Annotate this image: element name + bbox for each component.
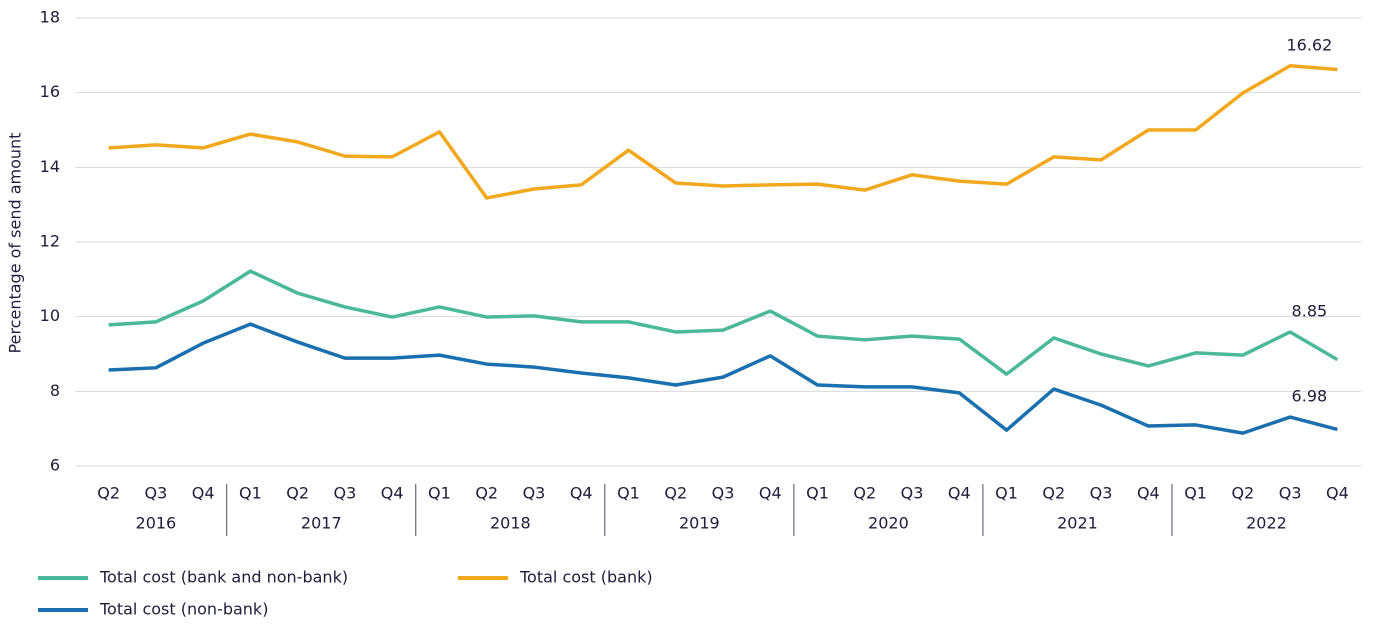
y-tick-label: 18 bbox=[40, 8, 60, 27]
x-tick-label: Q3 bbox=[334, 484, 357, 503]
x-tick-label: Q2 bbox=[664, 484, 687, 503]
data-label: 8.85 bbox=[1292, 301, 1328, 320]
x-tick-label: Q1 bbox=[428, 484, 451, 503]
x-tick-label: Q2 bbox=[286, 484, 309, 503]
x-tick-label: Q4 bbox=[570, 484, 593, 503]
x-tick-label: Q2 bbox=[853, 484, 876, 503]
y-tick-label: 14 bbox=[40, 157, 60, 176]
y-tick-label: 12 bbox=[40, 232, 60, 251]
series-line bbox=[108, 322, 1338, 435]
series-line bbox=[108, 269, 1339, 376]
year-label: 2018 bbox=[490, 514, 531, 533]
x-tick-label: Q4 bbox=[192, 484, 215, 503]
legend-label: Total cost (bank and non-bank) bbox=[99, 568, 348, 587]
data-label: 6.98 bbox=[1292, 387, 1328, 406]
year-label: 2016 bbox=[136, 514, 177, 533]
data-label: 16.62 bbox=[1286, 35, 1332, 54]
x-tick-label: Q3 bbox=[712, 484, 735, 503]
y-tick-label: 16 bbox=[40, 82, 60, 101]
year-label: 2022 bbox=[1246, 514, 1287, 533]
x-tick-label: Q1 bbox=[239, 484, 262, 503]
x-tick-label: Q4 bbox=[381, 484, 404, 503]
x-tick-label: Q2 bbox=[1042, 484, 1065, 503]
legend-label: Total cost (non-bank) bbox=[99, 600, 268, 619]
x-tick-label: Q2 bbox=[475, 484, 498, 503]
x-tick-label: Q4 bbox=[759, 484, 782, 503]
year-label: 2021 bbox=[1057, 514, 1098, 533]
x-tick-label: Q3 bbox=[901, 484, 924, 503]
y-tick-label: 6 bbox=[50, 456, 60, 475]
x-tick-label: Q4 bbox=[948, 484, 971, 503]
y-tick-label: 10 bbox=[40, 306, 60, 325]
x-tick-label: Q1 bbox=[995, 484, 1018, 503]
x-tick-label: Q2 bbox=[1231, 484, 1254, 503]
y-axis-label: Percentage of send amount bbox=[6, 133, 25, 354]
year-label: 2019 bbox=[679, 514, 720, 533]
legend-label: Total cost (bank) bbox=[519, 568, 653, 587]
x-tick-label: Q4 bbox=[1137, 484, 1160, 503]
x-tick-label: Q2 bbox=[97, 484, 120, 503]
x-tick-label: Q4 bbox=[1326, 484, 1349, 503]
series-line bbox=[108, 64, 1338, 200]
x-tick-label: Q1 bbox=[1184, 484, 1207, 503]
x-tick-label: Q3 bbox=[1090, 484, 1113, 503]
y-tick-label: 8 bbox=[50, 381, 60, 400]
x-tick-label: Q3 bbox=[523, 484, 546, 503]
x-tick-label: Q3 bbox=[1279, 484, 1302, 503]
x-tick-label: Q1 bbox=[806, 484, 829, 503]
year-label: 2017 bbox=[301, 514, 342, 533]
x-tick-label: Q1 bbox=[617, 484, 640, 503]
x-tick-label: Q3 bbox=[144, 484, 167, 503]
year-label: 2020 bbox=[868, 514, 909, 533]
